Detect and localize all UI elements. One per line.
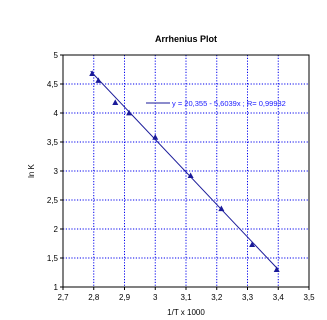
- fit-line: [90, 70, 279, 270]
- x-tick-label: 2,8: [88, 293, 100, 302]
- data-point: [126, 109, 133, 116]
- y-tick-label: 2: [54, 225, 59, 234]
- y-axis-title: ln K: [27, 163, 36, 177]
- data-point: [249, 241, 256, 248]
- y-tick-label: 2,5: [47, 196, 59, 205]
- data-point: [218, 205, 225, 212]
- data-point: [89, 70, 96, 76]
- legend-label: y = 20,355 - 5,6039x ; R= 0,99932: [172, 99, 286, 108]
- data-point: [187, 172, 194, 179]
- chart-title: Arrhenius Plot: [155, 34, 217, 44]
- data-point: [152, 134, 159, 140]
- x-tick-label: 2,9: [119, 293, 131, 302]
- y-tick-label: 3,5: [47, 138, 59, 147]
- x-tick-label: 3,1: [180, 293, 192, 302]
- y-tick-label: 4,5: [47, 80, 59, 89]
- x-tick-label: 3,3: [242, 293, 254, 302]
- x-tick-label: 3: [153, 293, 158, 302]
- x-axis-title: 1/T x 1000: [167, 308, 205, 317]
- grid: [63, 55, 309, 287]
- axis-ticks: 2,7 2,8 2,9 3 3,1 3,2 3,3 3,4 3,5 1 1,5 2 2,5 3 3,5 4 4,…: [47, 51, 315, 302]
- x-tick-label: 3,4: [273, 293, 285, 302]
- data-point: [273, 266, 280, 272]
- y-tick-label: 4: [54, 109, 59, 118]
- data-point: [112, 99, 119, 105]
- y-tick-label: 1,5: [47, 254, 59, 263]
- x-tick-label: 3,5: [303, 293, 315, 302]
- x-tick-label: 3,2: [211, 293, 223, 302]
- y-tick-label: 5: [54, 51, 59, 60]
- data-markers: [89, 70, 280, 272]
- y-tick-label: 1: [54, 283, 59, 292]
- y-tick-label: 3: [54, 167, 59, 176]
- x-tick-label: 2,7: [57, 293, 69, 302]
- data-point: [95, 77, 102, 83]
